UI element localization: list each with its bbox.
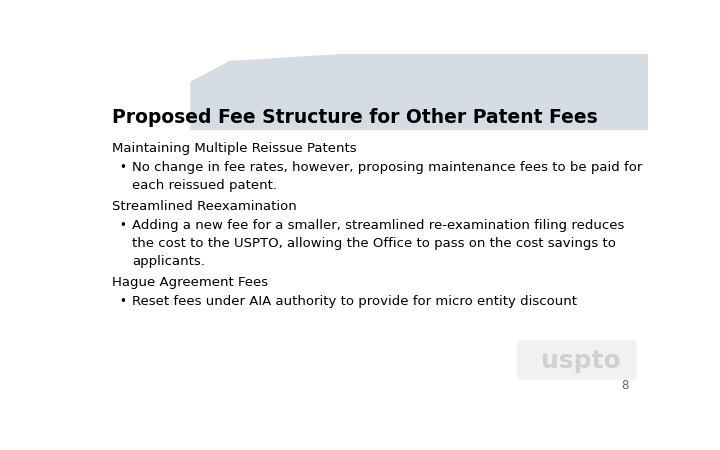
Text: Proposed Fee Structure for Other Patent Fees: Proposed Fee Structure for Other Patent … [112,108,598,127]
Text: Streamlined Reexamination: Streamlined Reexamination [112,200,297,213]
Polygon shape [190,54,648,130]
Text: No change in fee rates, however, proposing maintenance fees to be paid for: No change in fee rates, however, proposi… [132,162,642,175]
FancyBboxPatch shape [517,340,637,380]
Text: applicants.: applicants. [132,255,204,268]
Text: Maintaining Multiple Reissue Patents: Maintaining Multiple Reissue Patents [112,142,357,155]
Text: each reissued patent.: each reissued patent. [132,180,277,193]
Text: Hague Agreement Fees: Hague Agreement Fees [112,276,269,289]
Text: •: • [119,162,126,175]
Text: •: • [119,219,126,232]
Text: Reset fees under AIA authority to provide for micro entity discount: Reset fees under AIA authority to provid… [132,295,577,308]
Text: the cost to the USPTO, allowing the Office to pass on the cost savings to: the cost to the USPTO, allowing the Offi… [132,237,616,250]
Text: Adding a new fee for a smaller, streamlined re-examination filing reduces: Adding a new fee for a smaller, streamli… [132,219,624,232]
Text: •: • [119,295,126,308]
Text: uspto: uspto [541,349,621,373]
Text: 8: 8 [621,379,629,392]
